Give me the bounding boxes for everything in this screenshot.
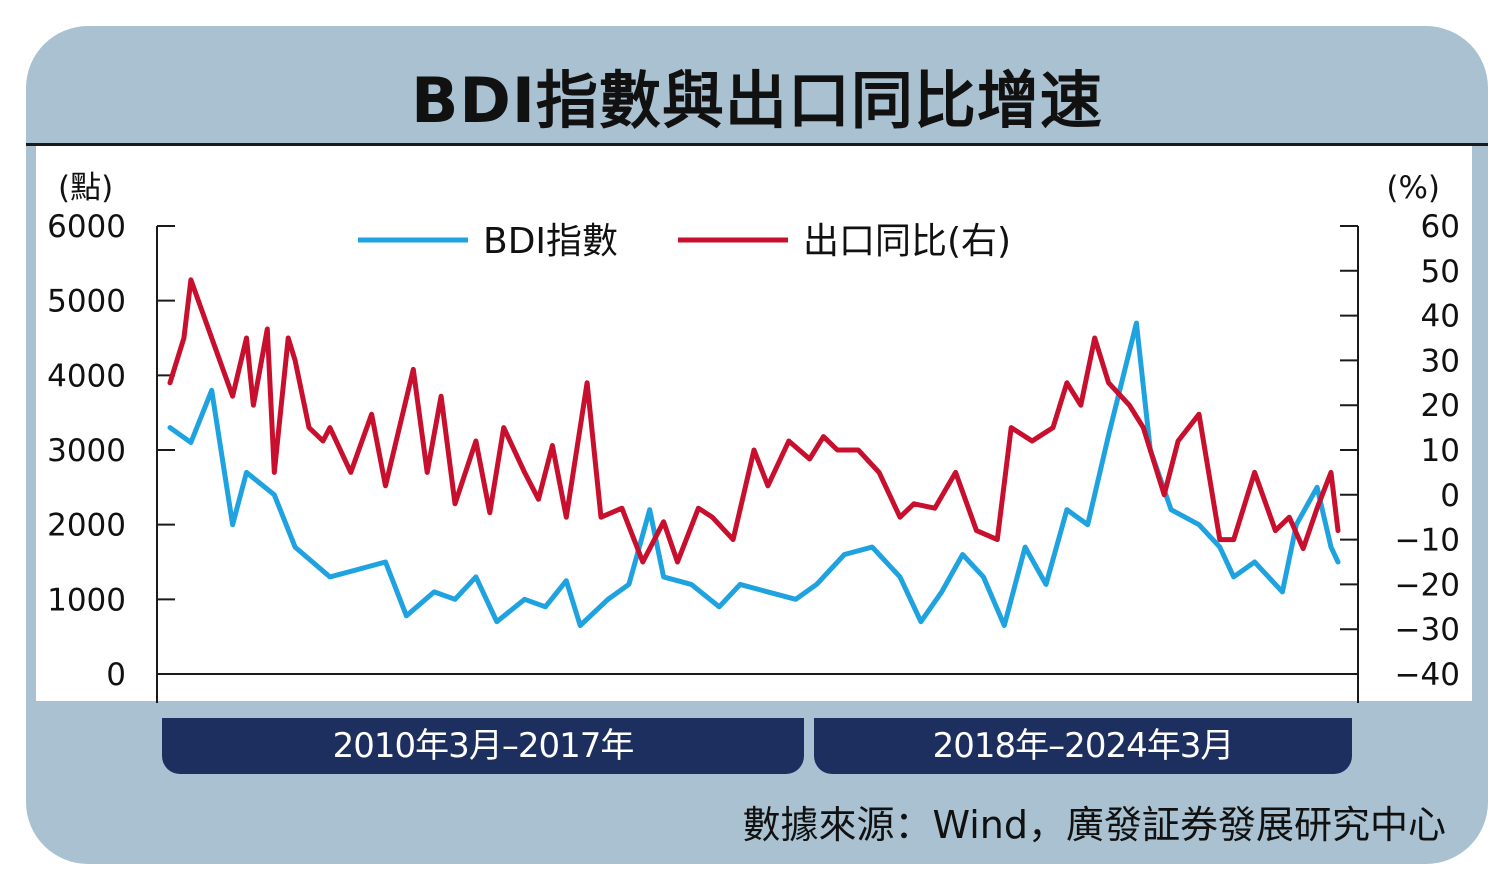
left-tick-label: 6000 (47, 209, 126, 245)
series-lines (167, 277, 1341, 628)
right-tick-label: −40 (1395, 657, 1460, 693)
left-tick-label: 0 (106, 657, 126, 693)
right-tick-label: −30 (1395, 612, 1460, 648)
source-note: 數據來源：Wind，廣發証券發展研究中心 (742, 803, 1446, 847)
chart-frame: BDI指數與出口同比增速 2010年3月–2017年 2018年–2024年3月… (26, 26, 1488, 864)
bdi-series-line (167, 320, 1341, 628)
right-axis-unit: (%) (1386, 170, 1440, 206)
legend: BDI指數 出口同比(右) (358, 221, 1011, 262)
right-tick-label: 30 (1421, 343, 1460, 379)
export-series-line (167, 277, 1341, 565)
period-band-right: 2018年–2024年3月 (814, 718, 1352, 774)
axes: 6000 5000 4000 3000 2000 1000 0 (點) 60 50 40 30 20 10… (47, 170, 1460, 703)
right-tick-label: 10 (1421, 433, 1460, 469)
left-axis-unit: (點) (58, 170, 113, 206)
legend-export-label: 出口同比(右) (803, 221, 1011, 262)
right-tick-label: 0 (1440, 478, 1460, 514)
left-tick-label: 4000 (47, 358, 126, 394)
right-tick-label: 60 (1421, 209, 1460, 245)
right-tick-label: −10 (1395, 523, 1460, 559)
left-tick-label: 3000 (47, 433, 126, 469)
right-tick-label: −20 (1395, 567, 1460, 603)
left-tick-label: 1000 (47, 582, 126, 618)
right-tick-label: 50 (1421, 254, 1460, 290)
left-tick-label: 2000 (47, 508, 126, 544)
chart-title: BDI指數與出口同比增速 (411, 64, 1103, 137)
right-tick-label: 20 (1421, 388, 1460, 424)
period-band-left: 2010年3月–2017年 (162, 718, 804, 774)
right-tick-label: 40 (1421, 299, 1460, 335)
title-divider (26, 143, 1488, 146)
left-tick-label: 5000 (47, 284, 126, 320)
legend-bdi-label: BDI指數 (483, 221, 618, 262)
